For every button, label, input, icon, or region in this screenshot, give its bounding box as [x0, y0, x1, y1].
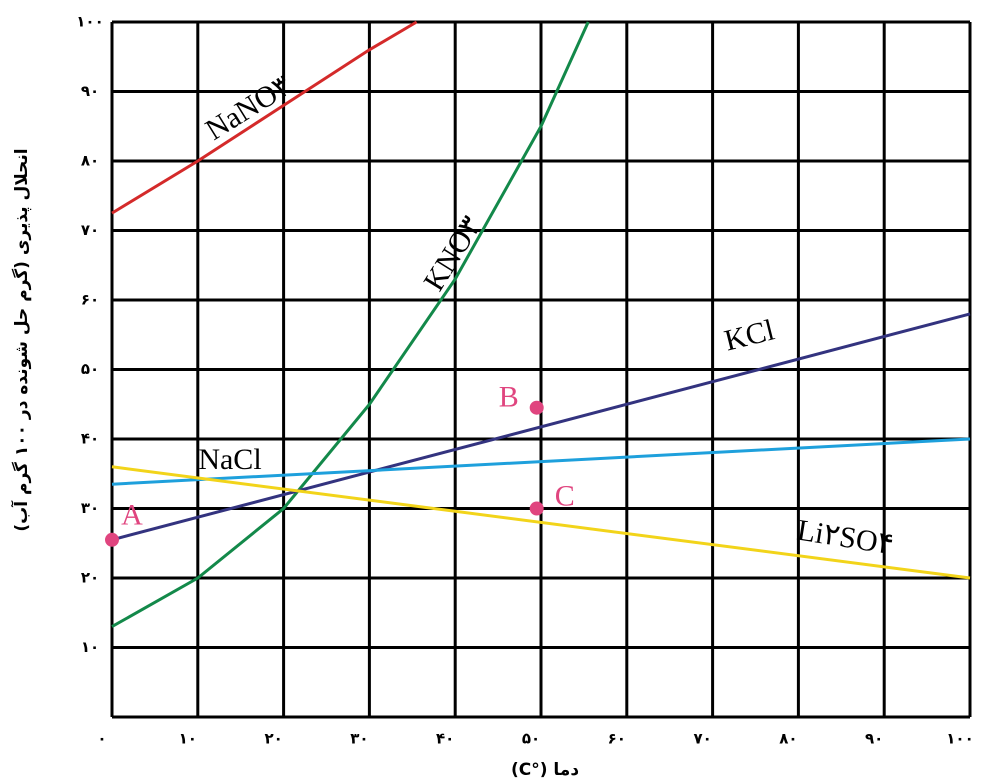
x-tick-label: ۸۰: [779, 730, 797, 748]
x-tick-label: ۶۰: [608, 730, 626, 748]
x-tick-label: ۵۰: [522, 730, 540, 748]
y-tick-label: ۹۰: [81, 82, 99, 100]
y-tick-label: ۴۰: [81, 430, 99, 448]
y-tick-label: ۶۰: [81, 291, 99, 309]
x-tick-label: ۳۰: [350, 730, 368, 748]
point-label: C: [555, 479, 575, 512]
y-tick-label: ۱۰۰: [76, 13, 103, 31]
y-axis-title: انحلال پذیری (گرم حل شونده در ۱۰۰ گرم آب…: [10, 148, 32, 531]
x-tick-label: ۱۰۰: [946, 730, 973, 748]
series-line: [111, 437, 971, 486]
point-label: B: [499, 381, 519, 414]
x-tick-label: ۲۰: [264, 730, 282, 748]
x-tick-label: ۰: [97, 730, 106, 748]
x-tick-label: ۱۰: [179, 730, 197, 748]
point-label: A: [121, 499, 143, 532]
y-tick-label: ۲۰: [81, 569, 99, 587]
y-tick-label: ۳۰: [81, 499, 99, 517]
x-tick-label: ۷۰: [693, 730, 711, 748]
x-tick-label: ۴۰: [436, 730, 454, 748]
series-label: NaCl: [198, 443, 261, 476]
series-label: Li۲SO۴: [795, 514, 896, 562]
y-tick-label: ۱۰: [81, 638, 99, 656]
series-line: [111, 20, 418, 215]
y-tick-label: ۵۰: [81, 360, 99, 378]
series-line: [111, 465, 971, 580]
series-label: KCl: [721, 313, 778, 357]
series-label: KNO۳: [417, 210, 488, 296]
y-tick-label: ۷۰: [81, 221, 99, 239]
y-tick-label: ۸۰: [81, 152, 99, 170]
x-tick-label: ۹۰: [865, 730, 883, 748]
data-point: [105, 532, 119, 547]
data-point: [529, 501, 544, 516]
data-point: [529, 400, 544, 415]
series-line: [111, 312, 971, 542]
x-axis-title: دما (°C): [511, 760, 579, 780]
series-line: [111, 21, 590, 628]
